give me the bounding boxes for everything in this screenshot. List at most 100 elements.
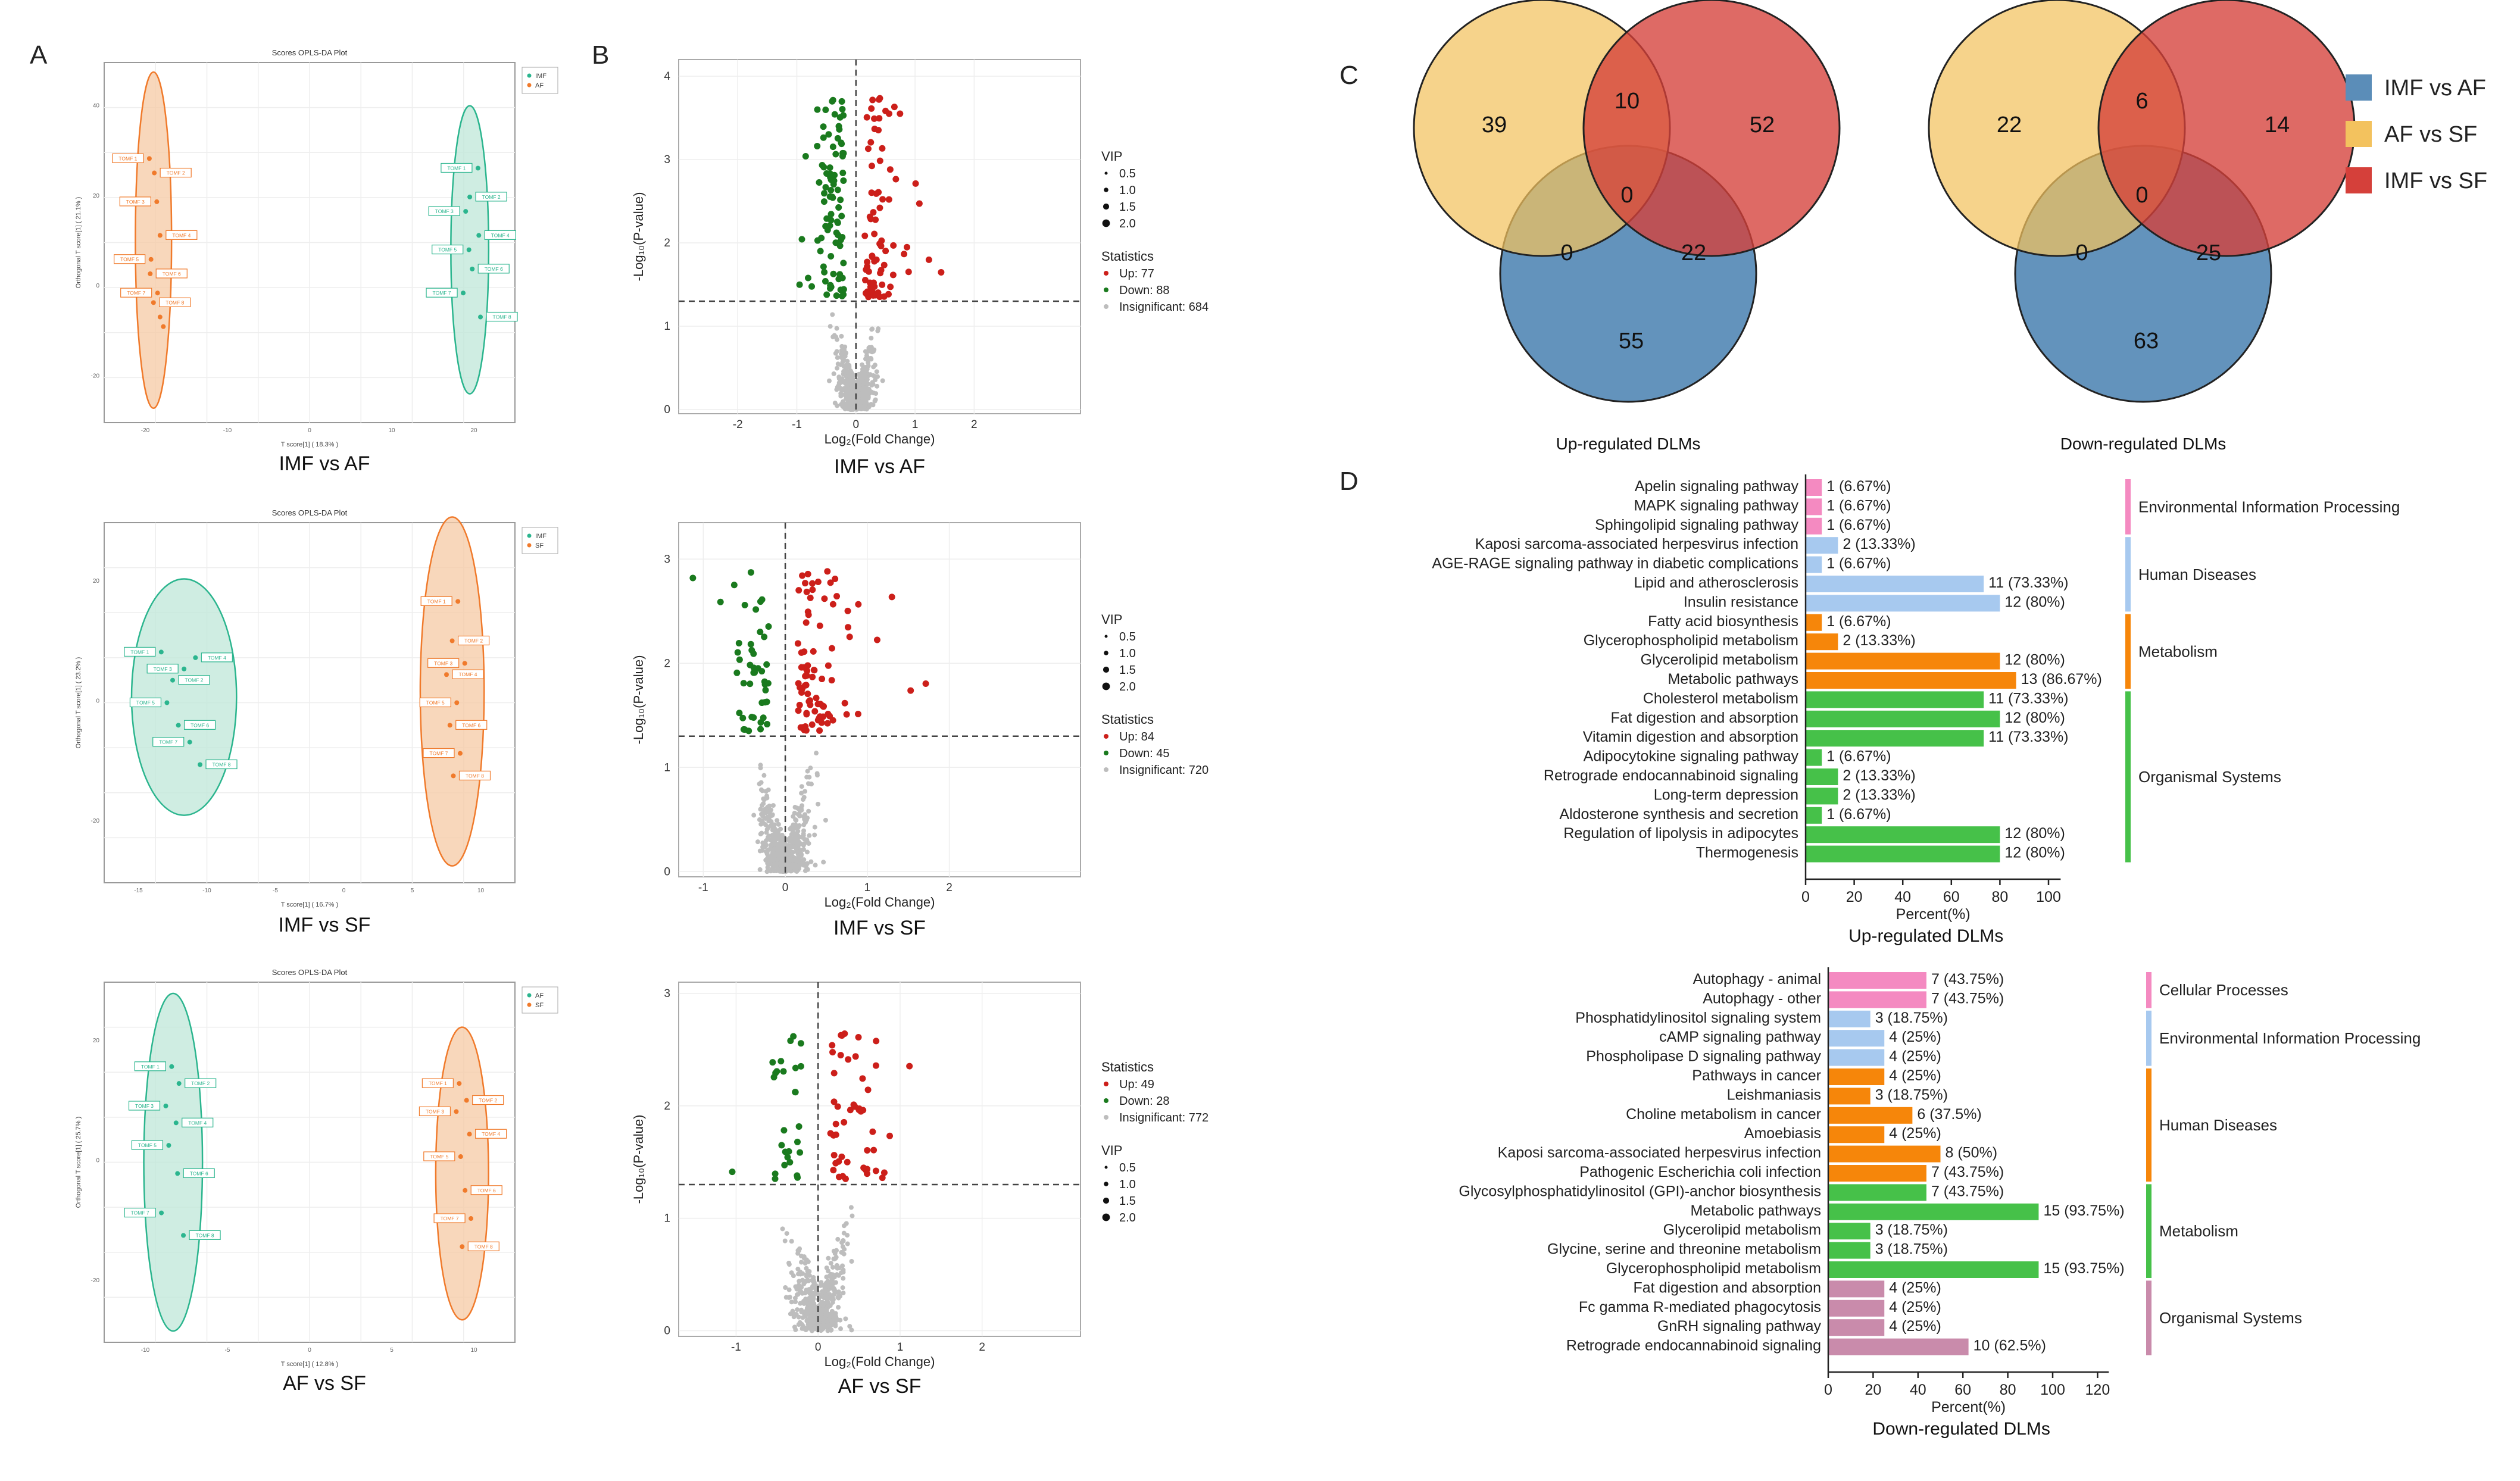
volcano-insignificant-point (789, 1270, 794, 1276)
opls-sample-label-box (419, 1106, 451, 1117)
opls-sample-label: TOMF 3 (154, 666, 172, 672)
volcano-insignificant-point (758, 763, 763, 768)
volcano-stats-legend-label: Down: 88 (1119, 284, 1170, 297)
volcano-insignificant-point (795, 829, 801, 834)
volcano-y-tick-label: 0 (664, 866, 670, 878)
opls-sample-label: TOMF 1 (447, 165, 466, 171)
volcano-up-point (868, 163, 875, 170)
volcano-down-point (763, 661, 770, 668)
volcano-vip-legend-label: 2.0 (1119, 1211, 1136, 1224)
volcano-insignificant-point (808, 766, 813, 771)
volcano-stats-legend-marker (1104, 271, 1108, 276)
opls-legend-marker (527, 543, 532, 548)
volcano-down-point (798, 236, 805, 243)
opls-legend-marker (527, 1002, 532, 1007)
volcano-up-point (880, 293, 888, 300)
kegg-bar (1806, 749, 1822, 766)
kegg-bar-value-label: 2 (13.33%) (1843, 536, 1915, 552)
volcano-x-tick-label: -1 (731, 1341, 741, 1354)
volcano-down-point (816, 179, 823, 186)
volcano-insignificant-point (786, 868, 792, 873)
volcano-insignificant-point (851, 385, 857, 390)
volcano-insignificant-point (775, 867, 780, 872)
kegg-pathway-label: cAMP signaling pathway (1659, 1029, 1821, 1045)
kegg-pathway-label: GnRH signaling pathway (1657, 1318, 1822, 1335)
volcano-up-point (875, 127, 882, 134)
kegg-pathway-bar-charts: Apelin signaling pathway 1 (6.67%) MAPK si… (1432, 474, 2421, 1439)
volcano-up-point (828, 645, 835, 652)
venn-count-only-af-sf: 22 (1997, 113, 2022, 138)
volcano-up-point (871, 230, 878, 238)
volcano-down-point (820, 198, 827, 205)
opls-x-axis-label: T score[1] ( 16.7% ) (281, 901, 338, 908)
volcano-vip-legend-title: VIP (1101, 149, 1122, 164)
opls-y-axis-label: Orthogonal T score[1] ( 21.1% ) (75, 197, 82, 289)
kegg-pathway-label: Insulin resistance (1684, 593, 1798, 610)
volcano-insignificant-point (804, 1273, 809, 1279)
opls-sample-label-box (457, 635, 490, 646)
volcano-down-point (757, 629, 764, 636)
volcano-x-tick-label: 1 (864, 882, 871, 894)
volcano-down-point (834, 186, 841, 193)
kegg-bar-value-label: 4 (25%) (1889, 1318, 1941, 1335)
kegg-pathway-label: Fat digestion and absorption (1634, 1279, 1822, 1296)
volcano-x-tick-label: 0 (853, 418, 860, 431)
venn-count-imf-sf-and-imf-af: 22 (1681, 240, 1706, 265)
volcano-insignificant-point (799, 791, 804, 796)
volcano-y-tick-label: 1 (664, 1213, 670, 1225)
volcano-down-point (747, 661, 754, 668)
volcano-insignificant-point (873, 391, 879, 396)
kegg-bar (1828, 1242, 1871, 1259)
volcano-stats-legend-marker (1104, 1082, 1108, 1086)
volcano-up-point (904, 243, 911, 251)
opls-sample-label-box (114, 254, 146, 264)
volcano-up-point (864, 1170, 871, 1177)
volcano-insignificant-point (839, 355, 844, 360)
volcano-insignificant-point (794, 1292, 800, 1298)
volcano-insignificant-point (764, 795, 770, 801)
volcano-insignificant-point (797, 1289, 802, 1294)
volcano-up-point (829, 1049, 836, 1056)
volcano-down-point (827, 187, 835, 194)
volcano-down-point (769, 1059, 776, 1066)
opls-score-point (155, 290, 160, 296)
kegg-bar-value-label: 10 (62.5%) (1973, 1338, 2046, 1354)
volcano-insignificant-point (833, 1312, 838, 1317)
kegg-bar (1806, 845, 2000, 863)
opls-legend-box (522, 986, 558, 1014)
volcano-up-point (876, 95, 883, 102)
volcano-insignificant-point (840, 1285, 845, 1291)
volcano-insignificant-point (798, 1301, 803, 1306)
volcano-down-point (834, 218, 841, 226)
volcano-up-point (922, 680, 929, 688)
kegg-bar-value-label: 12 (80%) (2004, 593, 2065, 610)
opls-score-point (157, 314, 163, 320)
volcano-vip-legend-label: 1.0 (1119, 647, 1136, 660)
volcano-x-tick-label: 2 (979, 1341, 985, 1354)
volcano-insignificant-point (869, 327, 875, 332)
volcano-up-point (835, 1173, 842, 1180)
volcano-up-point (811, 708, 819, 715)
volcano-insignificant-point (816, 801, 821, 807)
volcano-insignificant-point (799, 835, 804, 840)
opls-sample-label: TOMF 7 (131, 1210, 149, 1216)
kegg-pathway-label: Metabolic pathways (1667, 671, 1798, 688)
volcano-insignificant-point (787, 1295, 792, 1300)
opls-score-point (159, 1210, 164, 1216)
kegg-bar (1806, 652, 2000, 670)
volcano-up-point (802, 619, 810, 626)
volcano-down-point (795, 1123, 802, 1130)
volcano-insignificant-point (807, 774, 812, 780)
volcano-plot-frame (678, 982, 1081, 1337)
volcano-insignificant-point (838, 380, 844, 385)
volcano-insignificant-point (794, 1311, 799, 1317)
volcano-up-point (795, 707, 802, 714)
volcano-up-point (869, 1128, 876, 1135)
volcano-down-point (830, 270, 837, 277)
kegg-category-bracket (2146, 1184, 2151, 1278)
opls-legend-label: AF (535, 992, 544, 999)
volcano-insignificant-point (757, 848, 763, 854)
opls-sample-label: TOMF 3 (135, 1103, 154, 1109)
opls-sample-label: TOMF 2 (185, 677, 203, 683)
volcano-insignificant-point (795, 1266, 801, 1271)
